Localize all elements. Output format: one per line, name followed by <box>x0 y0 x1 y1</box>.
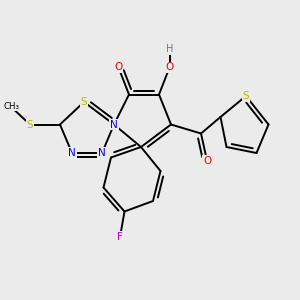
Text: S: S <box>81 97 87 107</box>
Text: N: N <box>68 148 76 158</box>
Text: F: F <box>117 232 123 242</box>
Text: N: N <box>98 148 106 158</box>
Text: O: O <box>114 62 123 73</box>
Text: N: N <box>110 119 118 130</box>
Text: CH₃: CH₃ <box>3 102 19 111</box>
Text: O: O <box>165 62 174 73</box>
Text: H: H <box>166 44 173 55</box>
Text: S: S <box>243 91 249 101</box>
Text: S: S <box>27 119 33 130</box>
Text: O: O <box>203 155 211 166</box>
